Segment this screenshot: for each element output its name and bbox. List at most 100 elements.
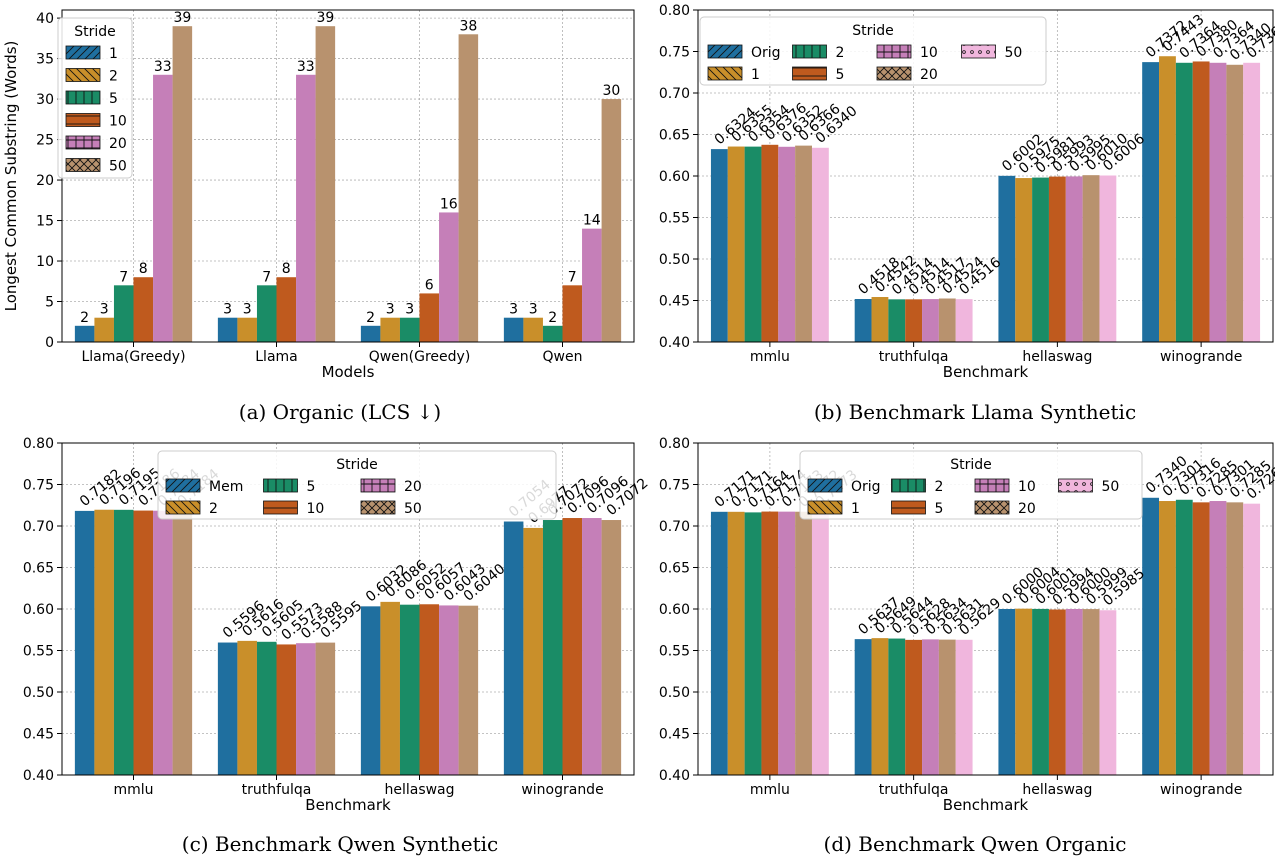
bar (888, 638, 906, 775)
bar (727, 511, 745, 775)
legend-title: Stride (852, 23, 894, 39)
bar (795, 145, 812, 342)
legend: Stride Mem 2 5 10 20 50 (157, 450, 557, 520)
bar (922, 299, 939, 342)
y-tick-label: 25 (36, 133, 54, 149)
bar (296, 643, 316, 775)
bar (1142, 497, 1160, 775)
x-tick-label: winogrande (521, 782, 603, 798)
bar (1226, 502, 1244, 775)
y-tick-label: 0.45 (23, 727, 54, 743)
bar (955, 639, 973, 775)
bar (744, 512, 762, 775)
bar (582, 228, 602, 342)
legend-label: 10 (920, 45, 938, 61)
y-tick-label: 30 (36, 92, 54, 108)
bar (1209, 501, 1227, 775)
bar (811, 511, 829, 775)
legend-title: Stride (74, 24, 116, 40)
x-tick-label: winogrande (1160, 782, 1242, 798)
x-tick-label: Llama (255, 349, 298, 365)
y-tick-label: 0.80 (23, 436, 54, 452)
bar (315, 642, 336, 775)
x-axis-label: Benchmark (305, 796, 391, 814)
legend-label: 1 (109, 46, 118, 62)
chart-1: 0.63240.45180.60020.73720.63550.45420.59… (659, 3, 1275, 381)
bar (503, 317, 524, 342)
y-tick-label: 20 (36, 173, 54, 189)
x-tick-label: truthfulqa (879, 782, 949, 798)
legend-label: 1 (851, 501, 860, 517)
y-tick-label: 10 (36, 254, 54, 270)
legend-label: Orig (751, 45, 781, 61)
bar (795, 511, 812, 775)
bar (1082, 175, 1100, 342)
bar (360, 325, 381, 342)
legend-swatch (263, 500, 298, 515)
legend: Stride Orig 1 2 5 10 20 50 (699, 16, 1047, 86)
legend-label: 2 (209, 501, 218, 517)
bar (256, 641, 277, 775)
bar (582, 518, 602, 775)
bar (1226, 64, 1244, 342)
bar (1159, 501, 1176, 775)
legend-swatch (165, 500, 201, 515)
bar (998, 175, 1016, 342)
x-tick-label: hellaswag (384, 782, 454, 798)
bar (153, 74, 173, 342)
y-tick-label: 0.70 (659, 519, 690, 535)
bar (74, 510, 95, 775)
data-label: 8 (139, 261, 148, 277)
bar (955, 299, 973, 342)
y-tick-label: 0.55 (23, 644, 54, 660)
legend-label: 2 (935, 479, 944, 495)
bar (1082, 609, 1100, 775)
bar (1209, 62, 1227, 343)
legend-label: 50 (1005, 45, 1023, 61)
data-label: 2 (366, 310, 375, 326)
bar (1192, 502, 1210, 775)
legend-label: 20 (404, 479, 422, 495)
legend-title: Stride (950, 457, 992, 473)
bar (523, 527, 543, 775)
data-label: 16 (440, 196, 458, 212)
bar (523, 317, 543, 342)
legend-swatch (65, 158, 101, 172)
legend-label: 10 (109, 114, 127, 130)
y-tick-label: 35 (36, 52, 54, 68)
data-label: 6 (425, 277, 434, 293)
legend-box (799, 450, 1143, 520)
bar (503, 521, 524, 775)
bar (94, 509, 114, 775)
bar (1175, 499, 1193, 775)
bar (74, 325, 95, 342)
y-tick-label: 0.70 (23, 519, 54, 535)
y-tick-label: 0.65 (659, 561, 690, 577)
legend-label: 20 (109, 136, 127, 152)
bar (778, 146, 796, 342)
legend-swatch (876, 66, 912, 81)
y-tick-label: 0.80 (659, 436, 690, 452)
legend-label: 10 (307, 501, 325, 517)
y-tick-label: 0.65 (23, 561, 54, 577)
bar (276, 277, 297, 342)
legend-label: 10 (1018, 479, 1036, 495)
y-tick-label: 0.45 (659, 727, 690, 743)
bar (419, 604, 440, 775)
bar (562, 518, 583, 775)
legend-swatch (891, 478, 926, 493)
bar (113, 285, 134, 342)
bar (710, 149, 728, 342)
bar (133, 510, 154, 775)
data-label: 3 (386, 302, 395, 318)
bar (217, 642, 238, 775)
bar (998, 609, 1016, 775)
bar (542, 520, 563, 775)
caption-a: (a) Organic (LCS ↓) (238, 400, 442, 424)
legend-label: 1 (751, 67, 760, 83)
bar (94, 317, 114, 342)
y-tick-label: 0.70 (659, 86, 690, 102)
bar (1032, 177, 1049, 342)
x-tick-label: mmlu (750, 782, 790, 798)
legend-box (699, 16, 1047, 86)
